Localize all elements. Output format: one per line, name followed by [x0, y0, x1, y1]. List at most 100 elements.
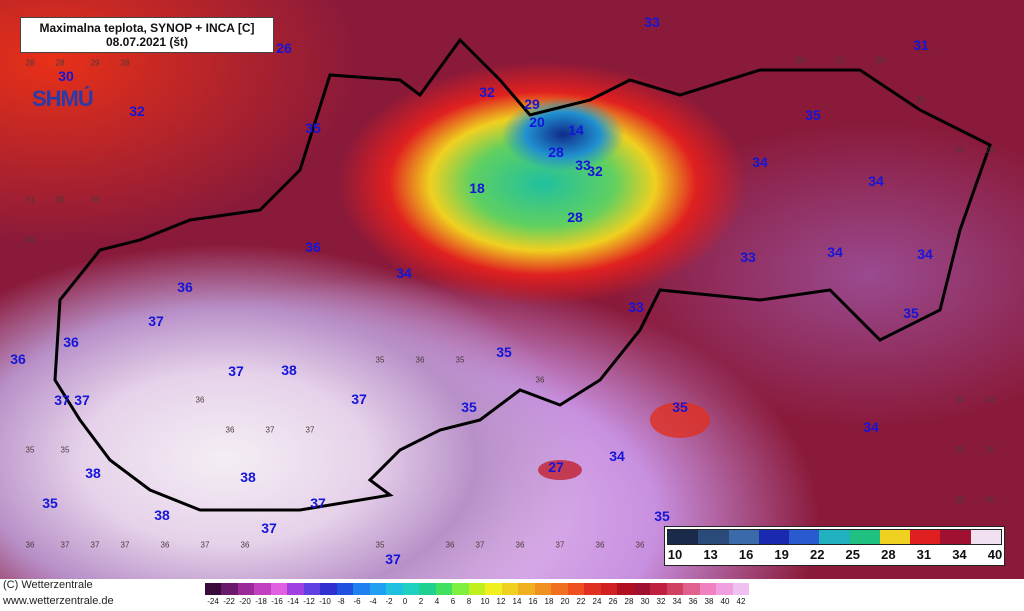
scale-label: -10	[319, 597, 331, 606]
station-value: 35	[805, 107, 821, 123]
map-title: Maximalna teplota, SYNOP + INCA [C] 08.0…	[20, 17, 274, 53]
scale-swatch	[468, 583, 486, 595]
legend-label: 10	[667, 547, 683, 562]
legend-color-bar	[667, 529, 1002, 545]
grid-value: 37	[90, 540, 100, 550]
scale-swatch	[617, 583, 634, 595]
legend-swatch	[698, 530, 729, 544]
grid-value: 36	[415, 355, 425, 365]
scale-label: 30	[640, 597, 650, 606]
station-value: 28	[567, 209, 583, 225]
scale-label: 24	[592, 597, 602, 606]
scale-label: -8	[337, 597, 345, 606]
scale-swatch	[402, 583, 420, 595]
scale-swatch	[353, 583, 370, 595]
grid-value: 35	[955, 445, 965, 455]
scale-label: 34	[672, 597, 682, 606]
grid-value: 31	[25, 195, 35, 205]
legend-swatch	[849, 530, 880, 544]
station-value: 36	[305, 239, 321, 255]
scale-label: 42	[736, 597, 746, 606]
station-value: 32	[479, 84, 495, 100]
scale-label: 8	[466, 597, 472, 606]
scale-swatch	[600, 583, 618, 595]
scale-label: -2	[385, 597, 393, 606]
grid-value: 35	[955, 495, 965, 505]
scale-swatch	[567, 583, 585, 595]
station-value: 37	[148, 313, 164, 329]
scale-label: 10	[480, 597, 490, 606]
grid-value: 31	[835, 55, 845, 65]
country-border	[53, 37, 992, 512]
station-value: 33	[644, 14, 660, 30]
station-value: 37	[385, 551, 401, 567]
bottom-color-scale	[205, 583, 749, 595]
scale-swatch	[732, 583, 749, 595]
scale-swatch	[287, 583, 304, 595]
grid-value: 29	[985, 145, 995, 155]
scale-swatch	[435, 583, 453, 595]
grid-value: 36	[445, 540, 455, 550]
station-value: 35	[903, 305, 919, 321]
scale-label: 28	[624, 597, 634, 606]
scale-label: 2	[418, 597, 424, 606]
credit-line-2: www.wetterzentrale.de	[3, 595, 114, 607]
legend-swatch	[970, 530, 1001, 544]
grid-value: 35	[375, 540, 385, 550]
station-value: 35	[672, 399, 688, 415]
scale-label: 6	[450, 597, 456, 606]
grid-value: 35	[455, 355, 465, 365]
scale-label: 36	[688, 597, 698, 606]
grid-value: 35	[985, 445, 995, 455]
station-value: 35	[496, 344, 512, 360]
grid-value: 28	[25, 58, 35, 68]
scale-swatch	[534, 583, 552, 595]
station-value: 34	[827, 244, 843, 260]
scale-swatch	[336, 583, 354, 595]
scale-label: 26	[608, 597, 618, 606]
station-value: 34	[396, 265, 412, 281]
grid-value: 37	[265, 425, 275, 435]
scale-label: 18	[544, 597, 554, 606]
grid-value: 36	[515, 540, 525, 550]
station-value: 33	[740, 249, 756, 265]
station-value: 34	[752, 154, 768, 170]
scale-label: -4	[369, 597, 377, 606]
station-value: 38	[154, 507, 170, 523]
station-value: 35	[305, 120, 321, 136]
credit-line-1: (C) Wetterzentrale	[3, 579, 93, 591]
station-value: 34	[863, 419, 879, 435]
bottom-scale-labels: -24 -22 -20 -18 -16 -14 -12 -10 -8 -6 -4 -2 0 2 4 6 8 10 1…	[205, 597, 749, 607]
station-value: 37	[261, 520, 277, 536]
scale-label: 4	[434, 597, 440, 606]
legend-swatch	[819, 530, 850, 544]
scale-label: 32	[656, 597, 666, 606]
scale-label: 0	[402, 597, 408, 606]
scale-swatch	[518, 583, 535, 595]
scale-swatch	[666, 583, 684, 595]
scale-label: 38	[704, 597, 714, 606]
grid-value: 33	[55, 195, 65, 205]
legend-label: 13	[703, 547, 718, 562]
grid-value: 29	[90, 58, 100, 68]
station-value: 35	[654, 508, 670, 524]
station-value: 27	[548, 459, 564, 475]
legend-label: 22	[809, 547, 825, 562]
scale-label: -24	[207, 597, 219, 606]
station-value: 38	[281, 362, 297, 378]
station-value: 30	[58, 68, 74, 84]
legend-swatch	[728, 530, 759, 544]
grid-value: 35	[60, 445, 70, 455]
scale-swatch	[633, 583, 651, 595]
scale-swatch	[485, 583, 502, 595]
station-value: 29	[524, 96, 540, 112]
scale-label: 22	[576, 597, 586, 606]
station-value: 32	[587, 163, 603, 179]
scale-label: 16	[528, 597, 538, 606]
legend-label: 34	[952, 547, 967, 562]
scale-swatch	[501, 583, 519, 595]
title-line-1: Maximalna teplota, SYNOP + INCA [C]	[39, 21, 255, 35]
station-value: 28	[548, 144, 564, 160]
grid-value: 37	[60, 540, 70, 550]
station-value: 33	[575, 157, 591, 173]
